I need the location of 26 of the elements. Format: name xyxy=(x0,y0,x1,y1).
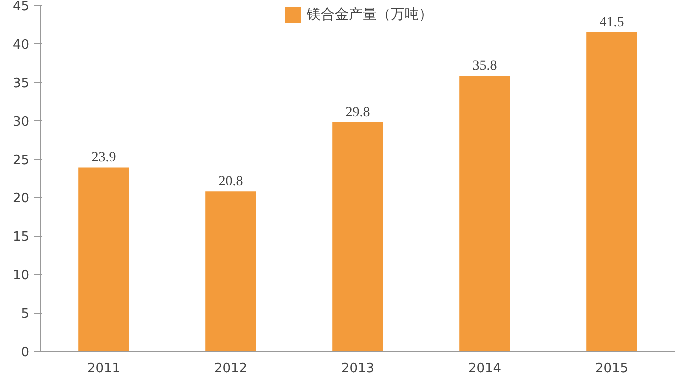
x-tick-label: 2013 xyxy=(341,362,375,376)
y-tick-label: 35 xyxy=(12,76,30,92)
x-tick-label: 2014 xyxy=(468,362,502,376)
data-label: 29.8 xyxy=(346,105,370,120)
y-tick-label: 5 xyxy=(21,307,30,322)
bar xyxy=(586,32,638,352)
y-tick-label: 0 xyxy=(21,346,30,360)
y-tick-label: 25 xyxy=(12,153,30,168)
y-tick-label: 30 xyxy=(12,114,30,130)
bar xyxy=(206,192,256,352)
y-tick-label: 20 xyxy=(12,192,30,207)
data-label: 23.9 xyxy=(92,150,116,166)
y-tick-label: 15 xyxy=(12,230,30,246)
y-tick-label: 10 xyxy=(12,268,30,284)
x-tick-label: 2015 xyxy=(595,362,629,376)
x-tick-label: 2012 xyxy=(214,362,248,376)
y-tick-label: 45 xyxy=(12,0,30,14)
bar xyxy=(78,168,130,352)
data-label: 35.8 xyxy=(472,59,498,74)
legend-label: 镁合金产量（万吨） xyxy=(307,6,433,24)
bar xyxy=(460,76,510,352)
y-tick-label: 40 xyxy=(12,38,30,53)
bar xyxy=(332,122,384,352)
x-tick-label: 2011 xyxy=(87,362,121,376)
data-label: 20.8 xyxy=(218,174,244,190)
data-label: 41.5 xyxy=(600,15,624,30)
